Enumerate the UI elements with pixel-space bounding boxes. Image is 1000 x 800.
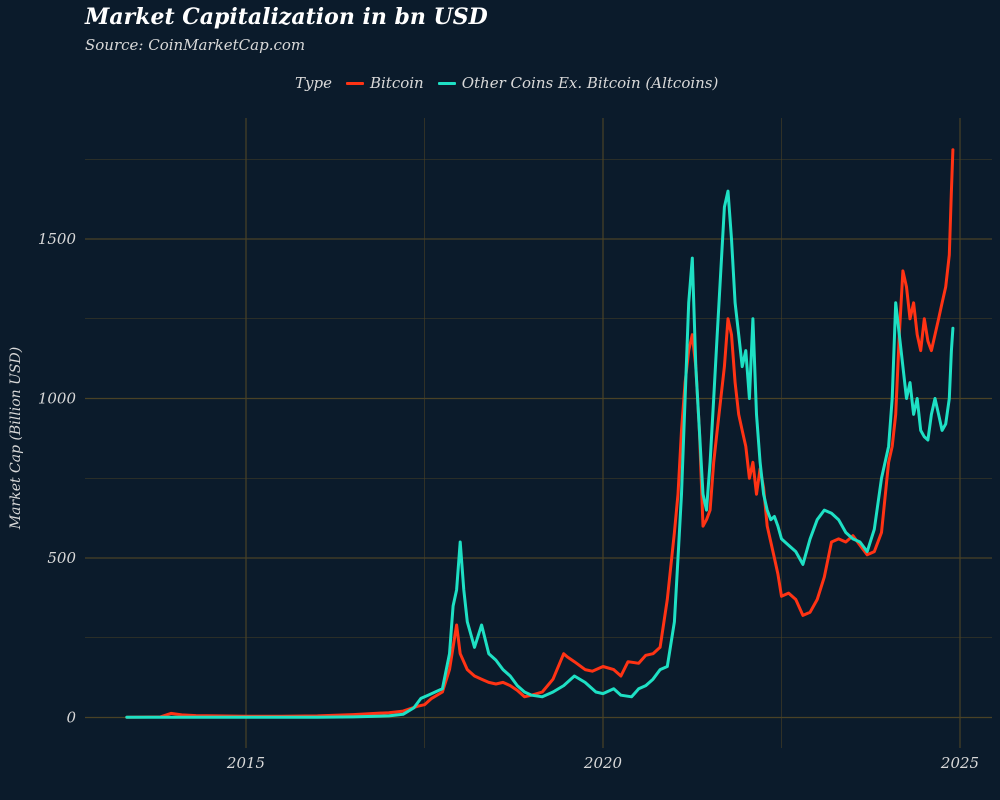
legend-title: Type bbox=[295, 74, 332, 92]
chart-title: Market Capitalization in bn USD bbox=[85, 4, 488, 30]
legend-entry-altcoins: Other Coins Ex. Bitcoin (Altcoins) bbox=[437, 74, 719, 92]
x-tick-label: 2020 bbox=[583, 754, 623, 772]
legend-swatch-altcoins bbox=[437, 81, 456, 85]
bitcoin-line bbox=[125, 148, 955, 719]
y-axis-title: Market Cap (Billion USD) bbox=[8, 347, 24, 530]
legend-entry-bitcoin: Bitcoin bbox=[345, 74, 424, 92]
legend-swatch-bitcoin bbox=[345, 81, 364, 85]
x-tick-label: 2025 bbox=[940, 754, 979, 772]
y-tick-label: 1000 bbox=[38, 390, 77, 408]
x-tick-label: 2015 bbox=[226, 754, 265, 772]
legend-label-bitcoin: Bitcoin bbox=[369, 74, 424, 92]
altcoins-line bbox=[125, 189, 955, 719]
chart-subtitle: Source: CoinMarketCap.com bbox=[85, 36, 306, 54]
y-tick-label: 0 bbox=[66, 709, 76, 727]
y-tick-label: 1500 bbox=[38, 230, 77, 248]
y-tick-label: 500 bbox=[47, 549, 76, 567]
series-lines bbox=[125, 148, 955, 719]
tick-labels: 0 500 1000 1500 2015 2020 2025 bbox=[38, 230, 979, 772]
legend: Type Bitcoin Other Coins Ex. Bitcoin (Al… bbox=[295, 74, 718, 92]
gridlines bbox=[85, 118, 992, 748]
legend-label-altcoins: Other Coins Ex. Bitcoin (Altcoins) bbox=[461, 74, 719, 92]
